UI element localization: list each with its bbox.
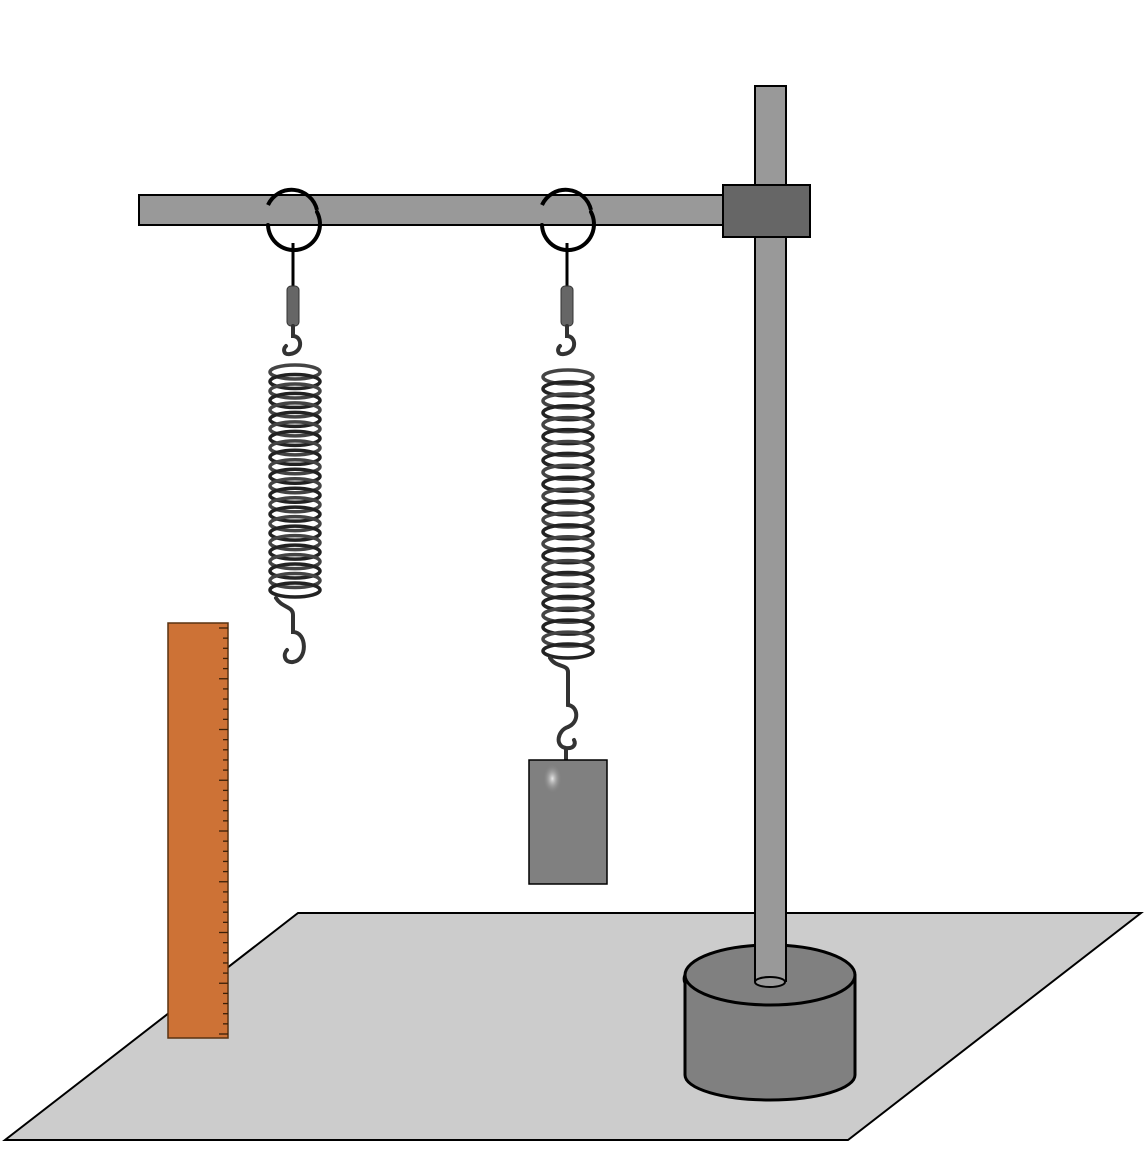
- coil-body-left: [268, 363, 322, 599]
- coil-loop: [541, 392, 595, 410]
- coil-loop: [268, 524, 322, 542]
- coil-loop: [541, 463, 595, 482]
- coil-loop: [541, 523, 595, 541]
- top-hook-right: [556, 324, 577, 357]
- coil-loop: [268, 372, 322, 391]
- coil-loop: [541, 511, 595, 529]
- coil-loop: [541, 475, 595, 493]
- coil-loop: [268, 486, 322, 504]
- coil-loop: [541, 439, 595, 458]
- coil-loop: [268, 543, 322, 561]
- coil-loop: [541, 582, 595, 601]
- coil-loop: [268, 533, 322, 552]
- coil-loop: [541, 606, 595, 625]
- coil-loop: [268, 562, 322, 580]
- coil-loop: [541, 487, 595, 505]
- connector-right: [560, 285, 574, 327]
- bottom-hook-left: [274, 596, 306, 665]
- coil-loop: [541, 642, 595, 660]
- mass-hook: [556, 725, 577, 762]
- coil-loop: [541, 380, 595, 398]
- horizontal-bar: [138, 194, 730, 226]
- ring-right: [540, 210, 596, 253]
- coil-loop: [268, 448, 322, 467]
- coil-loop: [541, 558, 595, 577]
- coil-loop: [541, 415, 595, 434]
- connector-left: [286, 285, 300, 327]
- coil-loop: [541, 570, 595, 589]
- coil-loop: [268, 571, 322, 590]
- coil-loop: [541, 427, 595, 446]
- coil-loop: [268, 429, 322, 448]
- coil-loop: [268, 505, 322, 523]
- coil-loop: [268, 401, 322, 419]
- coil-loop: [268, 467, 322, 486]
- coil-loop: [541, 368, 595, 386]
- coil-loop: [268, 363, 322, 381]
- coil-loop: [541, 499, 595, 517]
- coil-loop: [268, 495, 322, 514]
- coil-loop: [541, 546, 595, 565]
- hanging-mass: [528, 759, 608, 885]
- coil-loop: [268, 514, 322, 533]
- coil-loop: [268, 382, 322, 400]
- coil-loop: [541, 403, 595, 422]
- coil-loop: [541, 618, 595, 636]
- ruler-ticks: [219, 627, 228, 1035]
- coil-loop: [268, 476, 322, 495]
- coil-loop: [541, 451, 595, 470]
- bottom-hook-right: [548, 656, 579, 729]
- coil-loop: [268, 410, 322, 429]
- top-hook-left: [282, 324, 303, 357]
- coil-loop: [268, 581, 322, 599]
- spring-assembly-left: [268, 243, 322, 665]
- ruler: [167, 622, 229, 1039]
- coil-loop: [541, 535, 595, 553]
- rod-clamp: [722, 184, 811, 238]
- coil-loop: [268, 439, 322, 457]
- ring-right-top: [540, 187, 593, 211]
- coil-loop: [268, 458, 322, 476]
- coil-body-right: [541, 368, 595, 660]
- ring-left-top: [266, 187, 319, 211]
- coil-loop: [268, 420, 322, 438]
- spring-assembly-right: [541, 243, 595, 762]
- table-surface: [2, 912, 1144, 1141]
- coil-loop: [268, 552, 322, 571]
- ring-left: [266, 210, 322, 253]
- coil-loop: [541, 594, 595, 613]
- coil-loop: [268, 391, 322, 410]
- coil-loop: [541, 630, 595, 648]
